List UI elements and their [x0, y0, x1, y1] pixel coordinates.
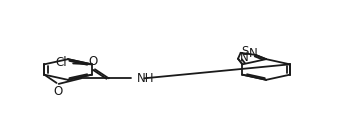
Text: S: S — [241, 45, 249, 58]
Text: NH: NH — [137, 72, 155, 85]
Text: Cl: Cl — [56, 56, 67, 69]
Text: O: O — [53, 85, 63, 98]
Text: N: N — [240, 51, 249, 64]
Text: O: O — [89, 55, 98, 68]
Text: N: N — [249, 47, 257, 60]
